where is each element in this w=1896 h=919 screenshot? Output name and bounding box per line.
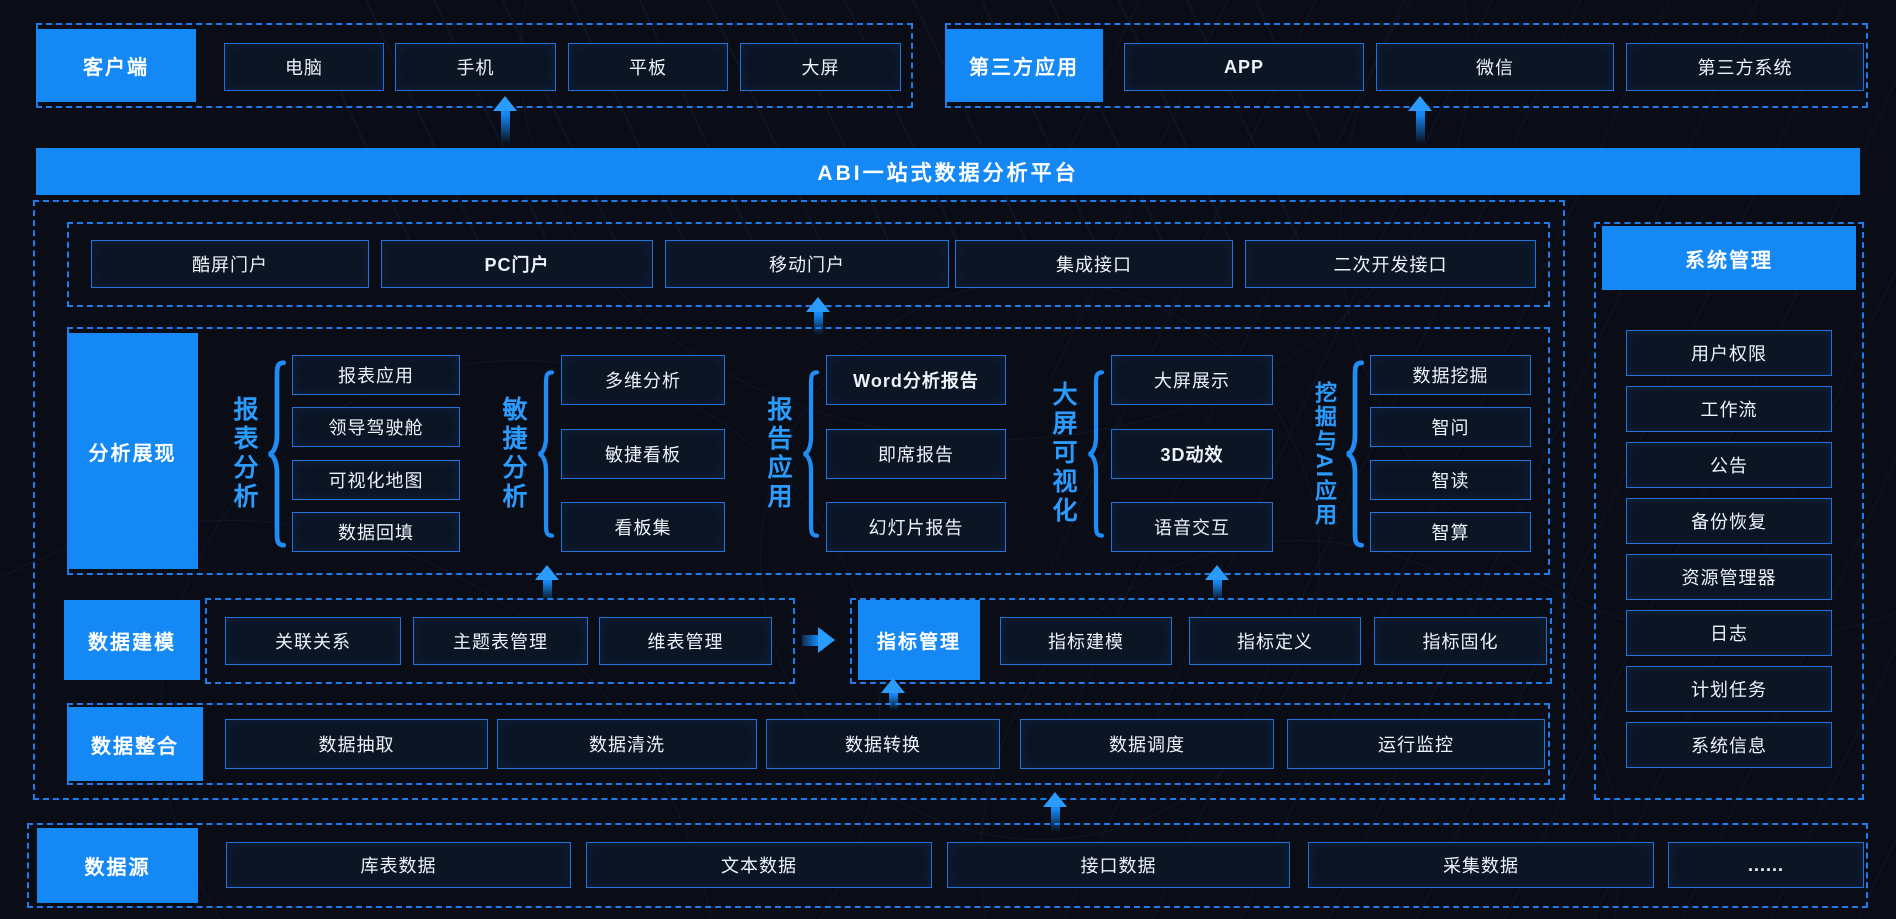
system-item-announcement: 公告 [1626,442,1832,488]
indicator-group-box [850,598,1552,684]
analysis-item: 可视化地图 [292,459,460,500]
third-party-system: 第三方系统 [1626,43,1864,91]
up-arrow-portal [806,297,830,335]
integration-item-clean: 数据清洗 [497,719,757,769]
up-arrow-indicator [881,678,905,710]
integration-label: 数据整合 [67,707,203,781]
analysis-item: 3D动效 [1111,428,1273,479]
analysis-item: 看板集 [561,502,725,552]
analysis-group-report-analysis: 报表分析 报表应用 领导驾驶舱 可视化地图 数据回填 [226,355,460,552]
third-party-wechat: 微信 [1376,43,1614,91]
datasource-item-more: ...... [1668,842,1864,888]
system-item-permissions: 用户权限 [1626,330,1832,376]
group-name-vertical: 报表分析 [230,395,258,512]
main-container [33,200,1565,800]
analysis-group-agile-analysis: 敏捷分析 多维分析 敏捷看板 看板集 [495,355,725,552]
brace-icon [1345,359,1365,548]
system-item-logs: 日志 [1626,610,1832,656]
group-brace [535,355,557,552]
modeling-label: 数据建模 [64,600,200,680]
datasource-item-collected: 采集数据 [1308,842,1654,888]
group-name-vertical: 敏捷分析 [499,395,527,512]
indicator-label: 指标管理 [858,600,980,680]
datasource-label: 数据源 [37,828,198,903]
indicator-item-solidify: 指标固化 [1374,617,1547,665]
analysis-item: 智问 [1370,407,1531,448]
analysis-group-report-application: 报告应用 Word分析报告 即席报告 幻灯片报告 [760,355,1006,552]
system-item-backup: 备份恢复 [1626,498,1832,544]
analysis-item: Word分析报告 [826,355,1006,405]
group-brace [266,355,288,552]
analysis-item: 领导驾驶舱 [292,407,460,448]
datasource-item-tables: 库表数据 [226,842,571,888]
brace-icon [802,369,820,538]
analysis-item: 数据回填 [292,511,460,552]
modeling-item-subject-table: 主题表管理 [413,617,588,665]
portal-mobile: 移动门户 [665,240,949,288]
indicator-item-definition: 指标定义 [1189,617,1361,665]
brace-icon [537,369,555,538]
system-label: 系统管理 [1602,226,1856,290]
modeling-item-dimension-table: 维表管理 [599,617,772,665]
client-device-pc: 电脑 [224,43,384,91]
integration-item-schedule: 数据调度 [1020,719,1274,769]
analysis-item: 数据挖掘 [1370,355,1531,395]
up-arrow-datasource [1043,792,1067,832]
third-party-app: APP [1124,43,1364,91]
analysis-group-bigscreen-visualization: 大屏可视化 大屏展示 3D动效 语音交互 [1045,355,1273,552]
group-brace [1344,355,1366,552]
client-device-tablet: 平板 [568,43,728,91]
portal-coolscreen: 酷屏门户 [91,240,369,288]
group-name-vertical: 挖掘与AI应用 [1312,380,1337,527]
client-device-phone: 手机 [395,43,556,91]
integration-item-extract: 数据抽取 [225,719,488,769]
group-name-vertical: 大屏可视化 [1049,381,1077,526]
modeling-item-relations: 关联关系 [225,617,401,665]
integration-item-transform: 数据转换 [766,719,1000,769]
client-label: 客户端 [36,29,196,102]
portal-integration-api: 集成接口 [955,240,1233,288]
analysis-group-mining-ai: 挖掘与AI应用 数据挖掘 智问 智读 智算 [1308,355,1531,552]
group-name-vertical: 报告应用 [764,395,792,512]
up-arrow-modeling-left [535,565,559,601]
analysis-item: 智算 [1370,511,1531,552]
system-item-system-info: 系统信息 [1626,722,1832,768]
integration-item-monitor: 运行监控 [1287,719,1545,769]
system-section [1594,222,1864,800]
brace-icon [267,359,287,548]
up-arrow-third-party [1408,96,1432,144]
analysis-item: 幻灯片报告 [826,502,1006,552]
analysis-label: 分析展现 [67,333,198,569]
up-arrow-client [493,96,517,144]
system-item-resource-manager: 资源管理器 [1626,554,1832,600]
up-arrow-modeling-right [1205,565,1229,601]
group-brace [800,355,822,552]
brace-icon [1087,369,1105,538]
modeling-group-box [205,598,795,684]
analysis-item: 报表应用 [292,355,460,395]
system-item-workflow: 工作流 [1626,386,1832,432]
group-brace [1085,355,1107,552]
analysis-item: 即席报告 [826,428,1006,479]
analysis-item: 敏捷看板 [561,428,725,479]
analysis-item: 语音交互 [1111,502,1273,552]
analysis-item: 大屏展示 [1111,355,1273,405]
system-item-scheduled-tasks: 计划任务 [1626,666,1832,712]
analysis-item: 多维分析 [561,355,725,405]
third-party-label: 第三方应用 [945,29,1103,102]
datasource-section [27,823,1868,908]
right-arrow-to-indicators [802,627,835,653]
portal-pc: PC门户 [381,240,653,288]
datasource-item-text: 文本数据 [586,842,932,888]
client-device-bigscreen: 大屏 [740,43,901,91]
portal-secondary-dev-api: 二次开发接口 [1245,240,1536,288]
datasource-item-api: 接口数据 [947,842,1290,888]
platform-banner: ABI一站式数据分析平台 [36,148,1860,195]
indicator-item-modeling: 指标建模 [1000,617,1172,665]
analysis-item: 智读 [1370,459,1531,500]
